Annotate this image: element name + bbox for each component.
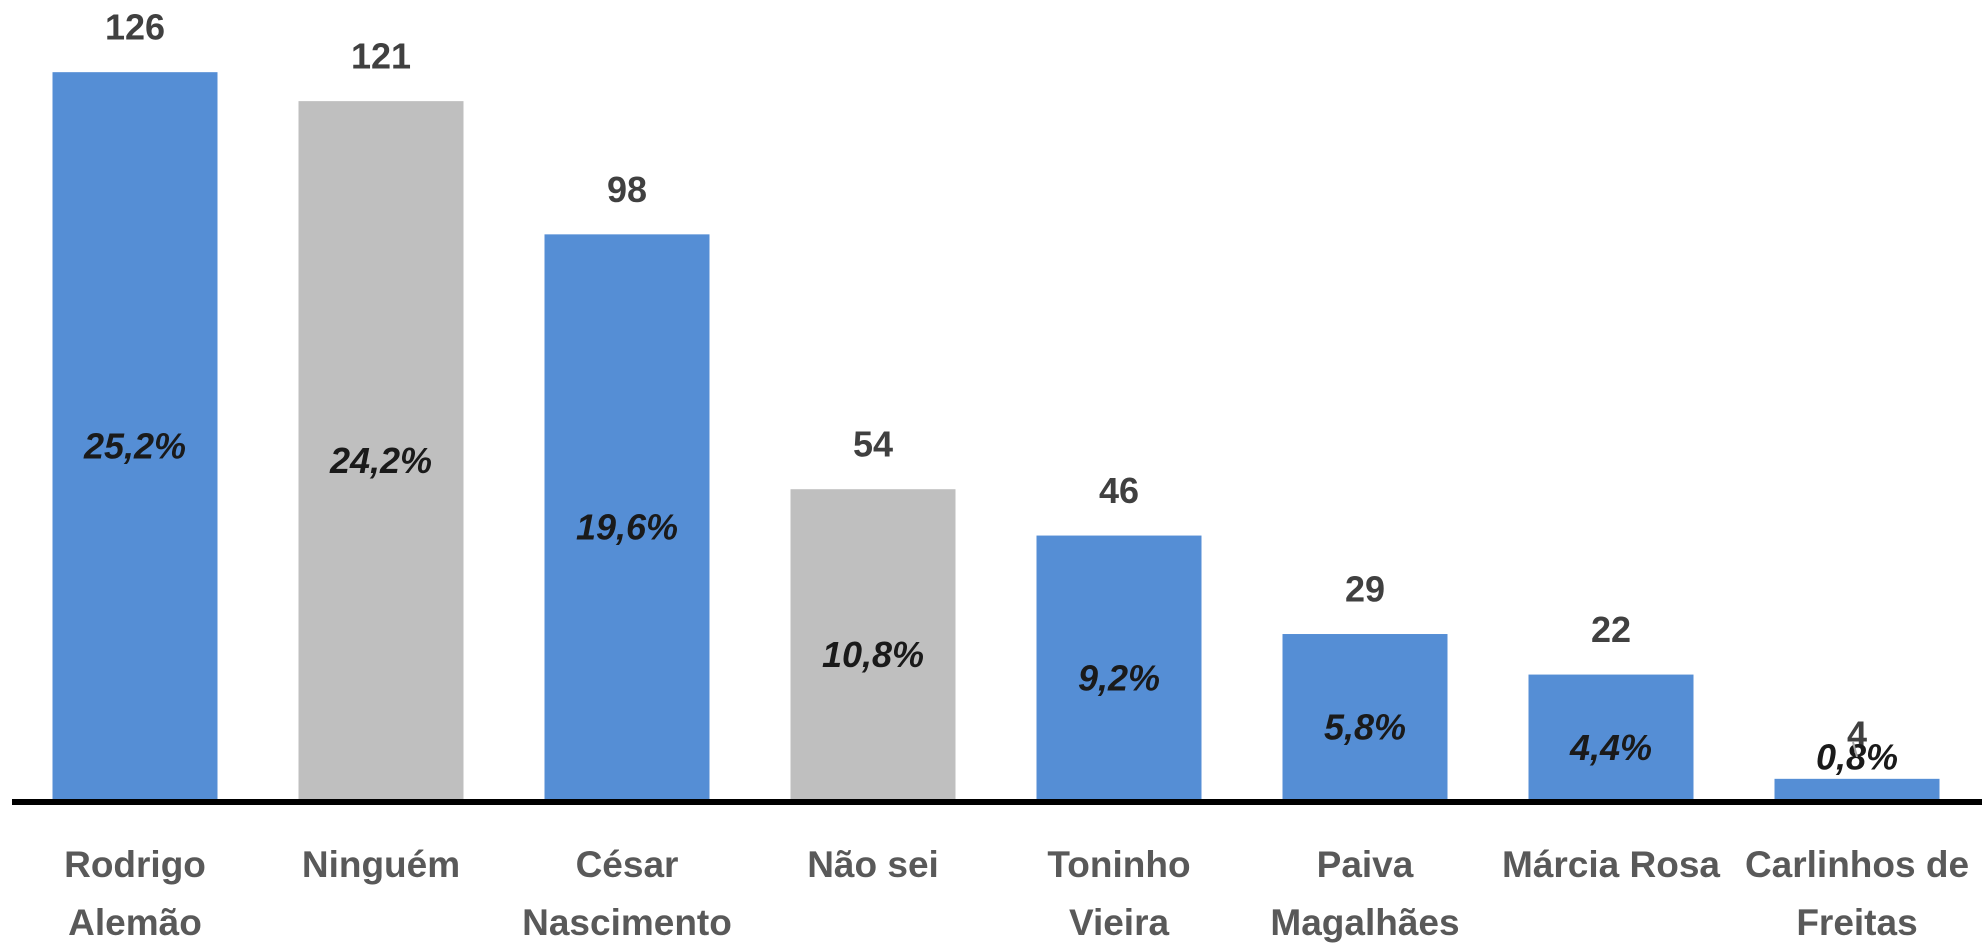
value-label: 29 xyxy=(1345,569,1385,610)
bar xyxy=(1774,778,1940,802)
bar xyxy=(1036,535,1202,802)
value-label: 46 xyxy=(1099,470,1139,511)
x-tick-label: Rodrigo Alemão xyxy=(64,844,206,943)
x-tick-label: Márcia Rosa xyxy=(1502,844,1720,885)
x-tick-label: Não sei xyxy=(807,844,939,885)
value-label: 54 xyxy=(853,424,893,465)
bar xyxy=(298,101,464,803)
share-label: 4,4% xyxy=(1569,727,1652,768)
bar xyxy=(544,234,710,802)
share-label: 19,6% xyxy=(576,507,678,548)
bar xyxy=(1528,674,1694,802)
share-label: 9,2% xyxy=(1078,657,1160,698)
share-label: 25,2% xyxy=(83,426,186,467)
bar xyxy=(1282,634,1448,802)
x-tick-label: Toninho Vieira xyxy=(1047,844,1191,943)
share-label: 5,8% xyxy=(1324,707,1406,748)
x-tick-label: Paiva Magalhães xyxy=(1270,844,1460,943)
value-label: 4 xyxy=(1847,713,1867,754)
value-label: 121 xyxy=(351,36,411,77)
x-tick-label: Carlinhos de Freitas xyxy=(1744,844,1970,943)
value-label: 98 xyxy=(607,169,647,210)
bar xyxy=(52,72,218,802)
share-label: 10,8% xyxy=(822,634,924,675)
bar xyxy=(790,489,956,802)
value-label: 22 xyxy=(1591,609,1631,650)
value-label: 126 xyxy=(105,7,165,48)
x-tick-label: César Nascimento xyxy=(522,844,732,943)
share-label: 24,2% xyxy=(329,440,432,481)
share-label: 0,8% xyxy=(1816,737,1898,778)
x-tick-label: Ninguém xyxy=(301,844,461,885)
leader-line xyxy=(1852,741,1858,758)
